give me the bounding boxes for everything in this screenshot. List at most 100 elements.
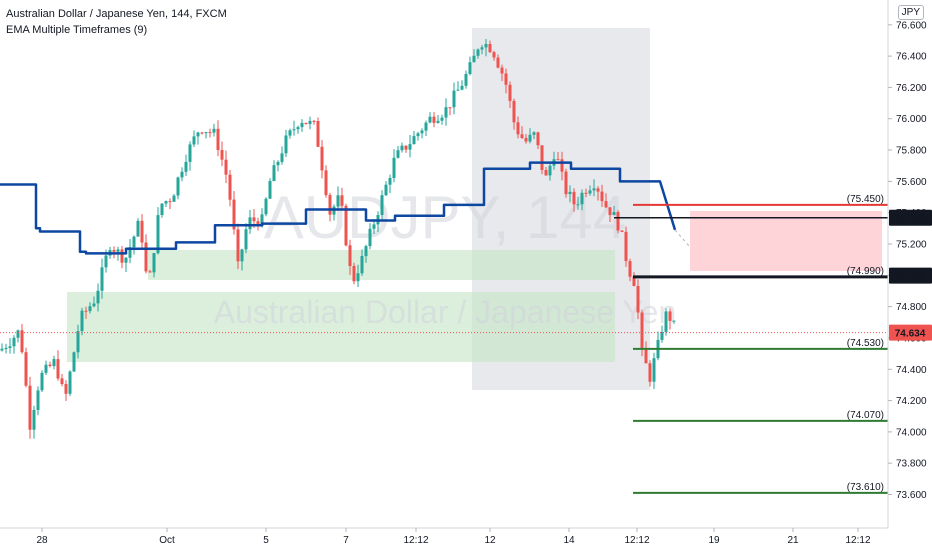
support-zone-lower [67, 292, 615, 362]
y-tick-label: 74.400 [896, 365, 927, 376]
symbol-title[interactable]: Australian Dollar / Japanese Yen, 144, F… [6, 8, 227, 20]
candle-body [88, 306, 92, 312]
candle-body [556, 159, 560, 161]
candle-body [476, 49, 480, 56]
price-tag-label-current: 74.634 [895, 329, 926, 340]
chart-legend: Australian Dollar / Japanese Yen, 144, F… [6, 6, 227, 38]
candle-body [180, 171, 184, 178]
candle-body [36, 390, 40, 410]
candle-body [24, 352, 28, 386]
candle-body [164, 201, 168, 204]
candle-body [356, 273, 360, 282]
candle-body [336, 195, 340, 207]
time-axis[interactable] [0, 528, 932, 550]
candle-body [352, 266, 356, 282]
candle-body [520, 134, 524, 138]
candle-body [204, 132, 208, 134]
y-tick-label: 75.600 [896, 177, 927, 188]
candle-body [144, 242, 148, 272]
indicator-title[interactable]: EMA Multiple Timeframes (9) [6, 24, 148, 36]
candle-body [616, 212, 620, 231]
candle-body [84, 310, 88, 312]
candle-body [228, 174, 232, 200]
candle-body [152, 253, 156, 273]
candle-body [428, 116, 432, 123]
candle-body [12, 337, 16, 347]
x-tick-label: 12:12 [624, 535, 649, 546]
candle-body [604, 201, 608, 208]
candle-body [444, 107, 448, 118]
candle-body [288, 130, 292, 136]
candle-body [20, 330, 24, 353]
candle-body [168, 201, 172, 203]
candle-body [216, 128, 220, 150]
candle-body [512, 100, 516, 123]
candle-body [16, 330, 20, 338]
candle-body [620, 230, 624, 232]
candle-body [60, 378, 64, 384]
candle-body [516, 122, 520, 135]
x-tick-label: 19 [708, 535, 720, 546]
candle-body [652, 358, 656, 382]
candle-body [572, 191, 576, 205]
candle-body [448, 107, 452, 109]
candle-body [388, 178, 392, 185]
candle-body [220, 150, 224, 160]
currency-button[interactable]: JPY [897, 5, 924, 20]
candle-body [96, 290, 100, 304]
candle-body [492, 52, 496, 58]
candle-body [608, 207, 612, 216]
y-tick-label: 76.400 [896, 52, 927, 63]
candle-body [56, 359, 60, 379]
target-label-tp3: (73.610) [847, 482, 884, 493]
x-tick-label: 12 [484, 535, 496, 546]
candle-body [124, 257, 128, 263]
candle-body [368, 228, 372, 246]
candle-body [452, 90, 456, 108]
candle-body [92, 303, 96, 307]
candle-body [472, 55, 476, 63]
candle-body [188, 144, 192, 162]
risk-zone [690, 211, 882, 271]
candle-body [48, 364, 52, 366]
candle-body [640, 312, 644, 348]
candle-body [340, 195, 344, 206]
candle-body [420, 130, 424, 134]
candle-body [264, 198, 268, 215]
candle-body [412, 136, 416, 145]
candle-body [436, 120, 440, 123]
ema-projection [674, 229, 691, 248]
candle-body [644, 348, 648, 364]
candle-body [64, 384, 68, 394]
candle-body [660, 331, 664, 340]
x-tick-label: 12:12 [845, 535, 870, 546]
candle-body [404, 145, 408, 150]
candle-body [232, 199, 236, 230]
candle-body [176, 177, 180, 196]
candle-body [344, 205, 348, 246]
candle-body [380, 195, 384, 215]
candle-body [296, 127, 300, 130]
candle-body [408, 144, 412, 150]
candle-body [4, 348, 8, 349]
candle-body [564, 171, 568, 195]
candle-body [524, 138, 528, 142]
candle-body [668, 311, 672, 321]
y-tick-label: 76.000 [896, 114, 927, 125]
candle-body [120, 249, 124, 263]
candle-body [76, 331, 80, 353]
candle-body [328, 195, 332, 215]
candle-body [132, 236, 136, 248]
price-tag-label-lower: 74.998 [895, 272, 926, 283]
candle-body [424, 122, 428, 131]
y-tick-label: 76.600 [896, 20, 927, 31]
target-label-tp1: (74.530) [847, 338, 884, 349]
candle-body [568, 191, 572, 195]
candle-body [304, 122, 308, 124]
candle-body [456, 89, 460, 91]
candle-body [116, 249, 120, 252]
candle-body [636, 286, 640, 313]
candle-body [68, 371, 72, 394]
